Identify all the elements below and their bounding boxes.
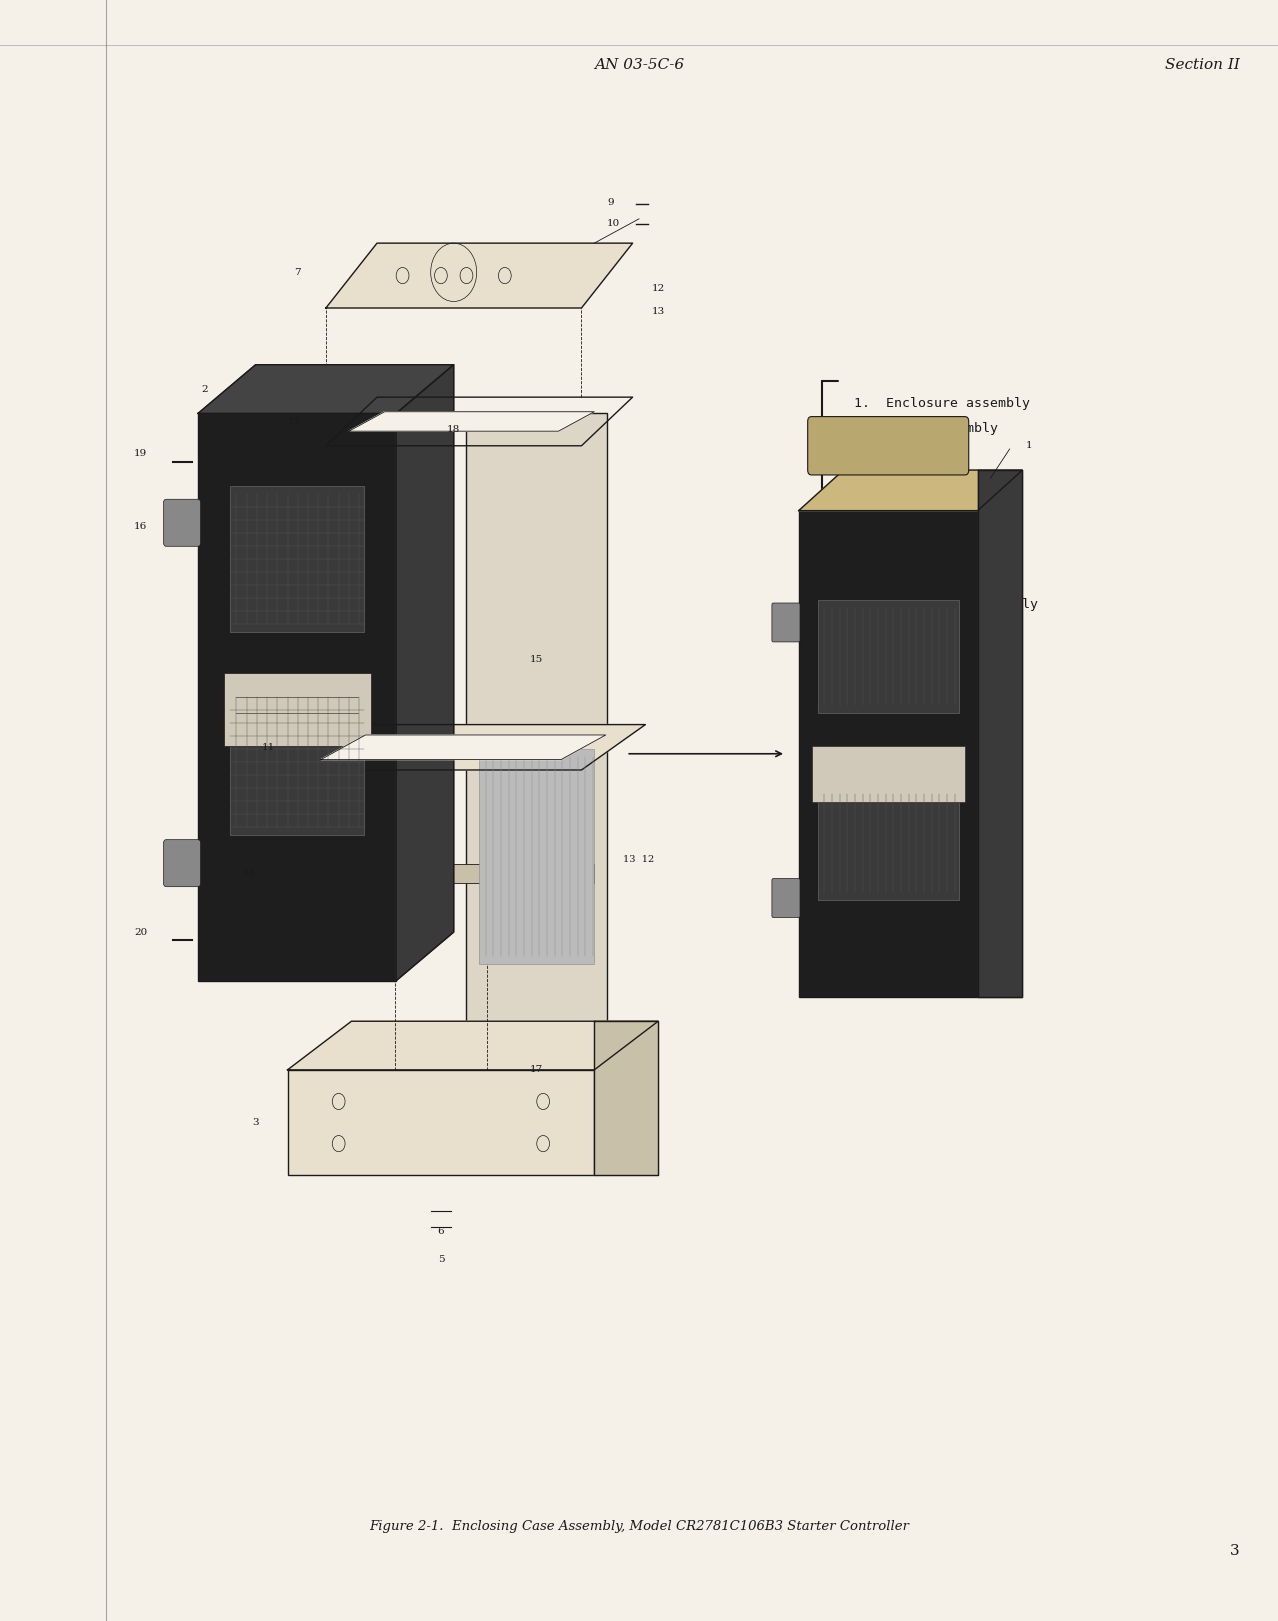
Bar: [288, 864, 594, 883]
Polygon shape: [799, 470, 1022, 511]
Bar: [818, 786, 958, 900]
Text: 18: 18: [447, 425, 460, 434]
Text: 5.  Screw: 5. Screw: [854, 473, 925, 486]
Text: 1.  Enclosure assembly: 1. Enclosure assembly: [854, 397, 1030, 410]
Text: 12.  Screw: 12. Screw: [854, 624, 934, 637]
Polygon shape: [198, 365, 454, 413]
Polygon shape: [396, 365, 454, 981]
Polygon shape: [978, 470, 1022, 997]
Bar: [288, 1070, 594, 1175]
Text: 19.  Guide pin: 19. Guide pin: [854, 799, 966, 812]
Polygon shape: [288, 1021, 658, 1070]
FancyBboxPatch shape: [164, 840, 201, 887]
Text: 17: 17: [530, 1065, 543, 1075]
Bar: [230, 486, 364, 632]
Text: Figure 2-1.  Enclosing Case Assembly, Model CR2781C106B3 Starter Controller: Figure 2-1. Enclosing Case Assembly, Mod…: [369, 1520, 909, 1533]
Text: 3: 3: [252, 1118, 259, 1127]
Text: 3.  End plate: 3. End plate: [854, 447, 957, 460]
Bar: [224, 673, 371, 746]
Text: 11.  End frame assembly: 11. End frame assembly: [854, 598, 1038, 611]
Polygon shape: [349, 412, 594, 431]
Bar: [466, 413, 607, 1029]
Polygon shape: [594, 1021, 658, 1175]
Text: 20: 20: [134, 927, 147, 937]
Polygon shape: [326, 243, 633, 308]
Text: 20.  Holding pin: 20. Holding pin: [854, 823, 982, 838]
Text: 11: 11: [288, 417, 300, 426]
FancyBboxPatch shape: [164, 499, 201, 546]
Polygon shape: [300, 725, 645, 770]
Text: 12: 12: [652, 284, 665, 293]
Bar: [818, 600, 958, 713]
Text: 18.  Slide latch post: 18. Slide latch post: [854, 775, 1021, 788]
Text: 3: 3: [1229, 1545, 1240, 1558]
Bar: [812, 746, 965, 802]
Text: 13: 13: [652, 306, 665, 316]
Text: 16.  Slide latch: 16. Slide latch: [854, 723, 982, 738]
Text: 5: 5: [437, 1255, 445, 1264]
Bar: [230, 689, 364, 835]
Polygon shape: [321, 734, 606, 760]
Text: Section II: Section II: [1164, 58, 1240, 73]
Text: AN 03-5C-6: AN 03-5C-6: [594, 58, 684, 73]
Text: 2.  Cover assembly: 2. Cover assembly: [854, 421, 998, 436]
Text: 6: 6: [437, 1227, 445, 1237]
Text: 7.  End plate: 7. End plate: [854, 522, 957, 537]
Text: 10.  Lockwasher: 10. Lockwasher: [854, 574, 974, 587]
Text: 13.  Lockwasher: 13. Lockwasher: [854, 648, 974, 661]
Text: 10: 10: [607, 219, 620, 229]
Text: 1: 1: [1025, 441, 1033, 451]
Text: 19: 19: [134, 449, 147, 459]
Text: 14.  Packing: 14. Packing: [854, 674, 950, 687]
FancyBboxPatch shape: [808, 417, 969, 475]
FancyBboxPatch shape: [772, 879, 800, 917]
Text: 16: 16: [134, 522, 147, 532]
Text: 11: 11: [262, 742, 275, 752]
Text: 13  12: 13 12: [624, 854, 654, 864]
Text: 15.  Base: 15. Base: [854, 699, 925, 712]
Text: 17.  Screen: 17. Screen: [854, 749, 942, 762]
Text: 7: 7: [294, 267, 302, 277]
Text: 6.  Lockwasher: 6. Lockwasher: [854, 498, 966, 511]
Text: 9.  Screw: 9. Screw: [854, 548, 925, 561]
FancyBboxPatch shape: [772, 603, 800, 642]
Text: 15: 15: [530, 655, 543, 665]
Text: 14: 14: [243, 869, 256, 879]
Bar: [799, 511, 978, 997]
Text: 9: 9: [607, 198, 613, 207]
Text: 2: 2: [201, 384, 208, 394]
Bar: [479, 749, 594, 964]
FancyBboxPatch shape: [198, 413, 396, 981]
